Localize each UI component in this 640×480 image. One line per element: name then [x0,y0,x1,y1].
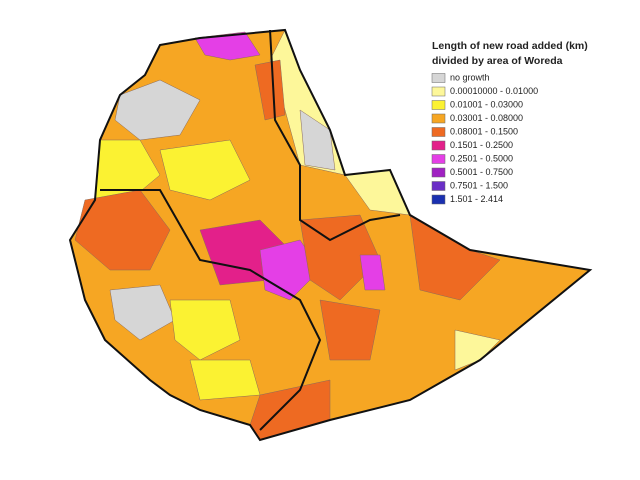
legend-label: 0.5001 - 0.7500 [450,167,513,177]
region [114,79,201,141]
legend-swatch [431,100,446,110]
region [109,284,176,341]
legend-label: 0.2501 - 0.5000 [450,153,513,163]
legend-label: 0.00010000 - 0.01000 [450,86,538,96]
region [194,31,261,61]
legend-label: 1.501 - 2.414 [450,194,503,204]
legend-swatch [431,86,446,97]
legend-swatch [431,154,446,164]
region [299,214,381,301]
legend-title: divided by area of Woreda [432,55,563,67]
legend: Length of new road added (km) divided by… [431,40,588,205]
region [319,299,381,361]
region [299,109,336,171]
legend-swatch [431,167,446,178]
region [359,254,386,291]
legend-label: 0.08001 - 0.1500 [450,126,518,136]
legend-label: 0.7501 - 1.500 [450,180,508,190]
legend-swatch [431,194,446,205]
region-border [100,189,322,431]
region [169,299,241,361]
map [68,28,593,442]
region-border [269,29,401,242]
region [159,139,251,201]
legend-swatch [431,113,446,124]
legend-label: 0.01001 - 0.03000 [450,99,523,109]
legend-label: 0.1501 - 0.2500 [450,140,513,150]
legend-swatch [431,127,446,137]
legend-swatch [431,73,446,83]
legend-swatch [431,181,446,191]
legend-label: 0.03001 - 0.08000 [450,113,523,123]
legend-title: Length of new road added (km) [432,40,588,52]
legend-label: no growth [450,72,490,82]
country-border [68,28,593,442]
region [189,359,261,401]
legend-swatch [431,140,446,151]
